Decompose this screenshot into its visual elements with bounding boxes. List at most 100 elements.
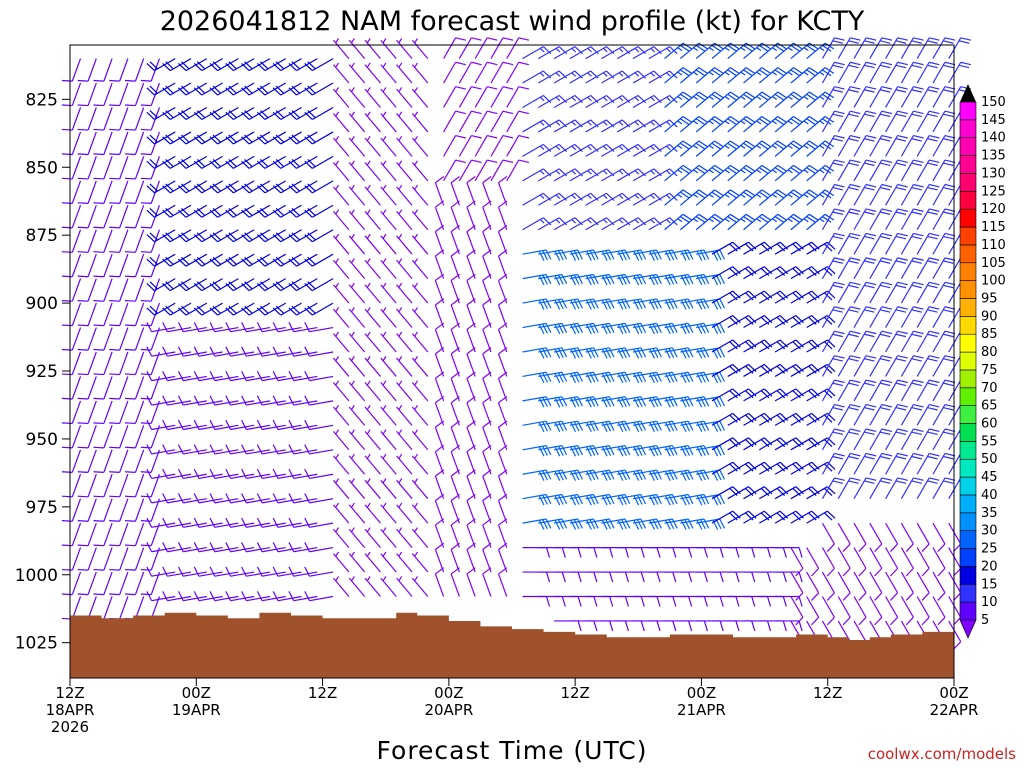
barb-staff: [853, 330, 867, 353]
barb-feather: [212, 232, 222, 241]
barb-feather: [790, 93, 800, 101]
barb-feather: [589, 494, 596, 505]
wind-barb: [241, 542, 271, 553]
barb-staff: [696, 249, 720, 255]
wind-barb: [932, 135, 956, 157]
barb-half-feather: [335, 209, 340, 215]
barb-feather: [601, 324, 608, 335]
wind-barb: [482, 249, 492, 279]
barb-staff: [134, 474, 145, 498]
wind-barb: [569, 217, 599, 231]
barb-staff: [332, 333, 350, 353]
wind-barb: [601, 217, 631, 231]
barb-feather: [608, 323, 615, 333]
barb-feather: [927, 89, 938, 93]
barb-half-feather: [587, 72, 592, 77]
barb-staff: [648, 518, 673, 524]
barb-feather: [703, 571, 708, 583]
wind-barb: [77, 107, 97, 131]
barb-feather: [93, 324, 104, 327]
barb-staff: [837, 547, 851, 569]
barb-feather: [61, 299, 73, 302]
wind-barb: [743, 339, 773, 353]
barb-staff: [134, 253, 145, 277]
wind-barb: [332, 356, 350, 377]
wind-barb: [162, 82, 192, 96]
barb-feather: [272, 468, 279, 479]
barb-feather: [668, 397, 675, 407]
barb-feather: [715, 421, 722, 432]
barb-feather: [146, 542, 153, 553]
wind-barb: [272, 493, 302, 504]
wind-barb: [932, 257, 956, 279]
wind-barb: [837, 547, 851, 577]
barb-half-feather: [382, 429, 387, 435]
barb-feather: [727, 44, 737, 52]
barb-half-feather: [787, 193, 793, 198]
barb-feather: [608, 445, 615, 456]
wind-barb: [225, 58, 255, 72]
wind-barb: [648, 469, 678, 481]
barb-feather: [177, 395, 184, 406]
wind-barb: [61, 425, 82, 449]
barb-staff: [759, 486, 781, 500]
barb-feather: [605, 323, 612, 334]
wind-barb: [125, 302, 145, 327]
barb-feather: [93, 104, 104, 107]
barb-feather: [824, 292, 833, 301]
barb-staff: [261, 547, 286, 553]
wind-barb: [538, 70, 568, 84]
barb-feather: [806, 216, 816, 223]
barb-half-feather: [772, 169, 778, 174]
barb-staff: [264, 58, 287, 72]
barb-feather: [304, 468, 310, 479]
barb-feather: [944, 208, 956, 212]
wind-barb: [664, 91, 693, 108]
barb-feather: [636, 274, 643, 285]
wind-barb: [759, 620, 787, 632]
y-tick-label: 925: [26, 362, 58, 382]
wind-barb: [743, 67, 771, 84]
barb-feather: [881, 428, 893, 432]
barb-feather: [700, 372, 706, 383]
barb-feather: [636, 445, 643, 456]
barb-half-feather: [382, 527, 387, 533]
barb-staff: [71, 474, 82, 498]
barb-staff: [664, 140, 684, 157]
wind-barb: [585, 571, 614, 583]
barb-feather: [929, 452, 940, 457]
barb-half-feather: [398, 233, 403, 239]
barb-staff: [332, 259, 350, 280]
barb-staff: [900, 596, 914, 618]
barb-staff: [758, 91, 779, 108]
wind-barb: [77, 205, 97, 229]
wind-barb: [288, 180, 318, 194]
barb-feather: [570, 422, 577, 432]
wind-barb: [664, 213, 693, 231]
barb-staff: [774, 339, 797, 353]
barb-feather: [196, 183, 206, 192]
wind-barb: [162, 204, 192, 218]
wind-barb: [727, 363, 757, 377]
y-tick-label: 825: [26, 90, 58, 110]
barb-staff: [948, 306, 962, 328]
wind-barb: [178, 106, 208, 121]
barb-feather: [288, 542, 295, 553]
barb-staff: [916, 110, 930, 133]
barb-feather: [656, 420, 662, 431]
barb-half-feather: [787, 71, 793, 76]
barb-staff: [806, 213, 826, 231]
barb-feather: [140, 348, 152, 351]
barb-feather: [482, 273, 492, 282]
wind-barb: [332, 209, 350, 231]
barb-feather: [913, 281, 924, 286]
barb-feather: [608, 298, 615, 309]
barb-staff: [585, 396, 610, 402]
barb-feather: [557, 299, 564, 310]
barb-feather: [848, 333, 859, 338]
barb-feather: [244, 207, 253, 216]
barb-staff: [648, 168, 670, 182]
wind-barb: [664, 116, 693, 133]
barb-feather: [943, 431, 954, 436]
wind-barb: [497, 542, 508, 573]
